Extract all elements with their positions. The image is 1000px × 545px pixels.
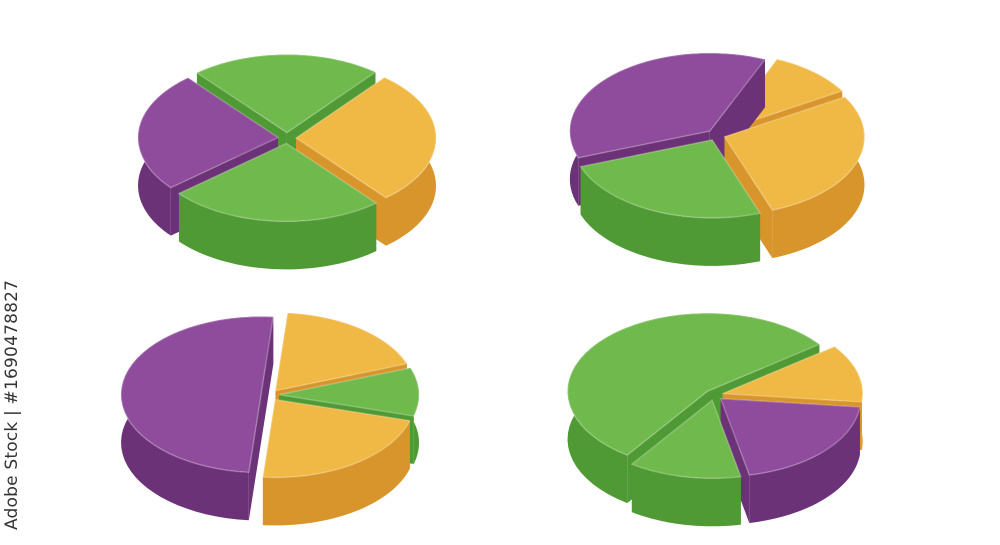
slice-top: [137, 76, 280, 189]
slice-side: [772, 96, 865, 259]
slice-top: [262, 398, 411, 479]
slice-top: [195, 53, 377, 134]
slice-top: [274, 312, 409, 392]
slice-top: [294, 76, 437, 199]
pie-chart-4: [566, 312, 864, 527]
pie-chart-2: [569, 52, 866, 266]
slice-top: [120, 315, 275, 474]
slice-top: [719, 397, 861, 476]
slice-top: [579, 139, 762, 219]
slice-wall: [720, 398, 750, 523]
slice-side: [631, 464, 741, 527]
slice-top: [630, 399, 742, 480]
stock-credit: Adobe Stock | #1690478827: [2, 279, 22, 530]
pie-slice: [579, 139, 762, 266]
pie-slice: [719, 397, 861, 523]
slice-top: [278, 367, 420, 417]
pie-slice: [120, 315, 275, 521]
slice-top: [722, 345, 864, 403]
slice-top: [569, 52, 767, 159]
slice-top: [177, 142, 378, 223]
pie-chart-3: [120, 312, 420, 526]
pie-slice: [262, 398, 411, 526]
pie-slice: [177, 142, 378, 270]
slice-side: [749, 407, 860, 523]
pie-slice: [630, 399, 742, 527]
slice-side: [580, 166, 761, 266]
slice-top: [723, 96, 866, 211]
pie-chart-1: [137, 53, 437, 270]
slice-wall: [248, 394, 262, 521]
slice-side: [178, 193, 377, 270]
slice-side: [262, 420, 410, 526]
slice-top: [566, 312, 821, 457]
